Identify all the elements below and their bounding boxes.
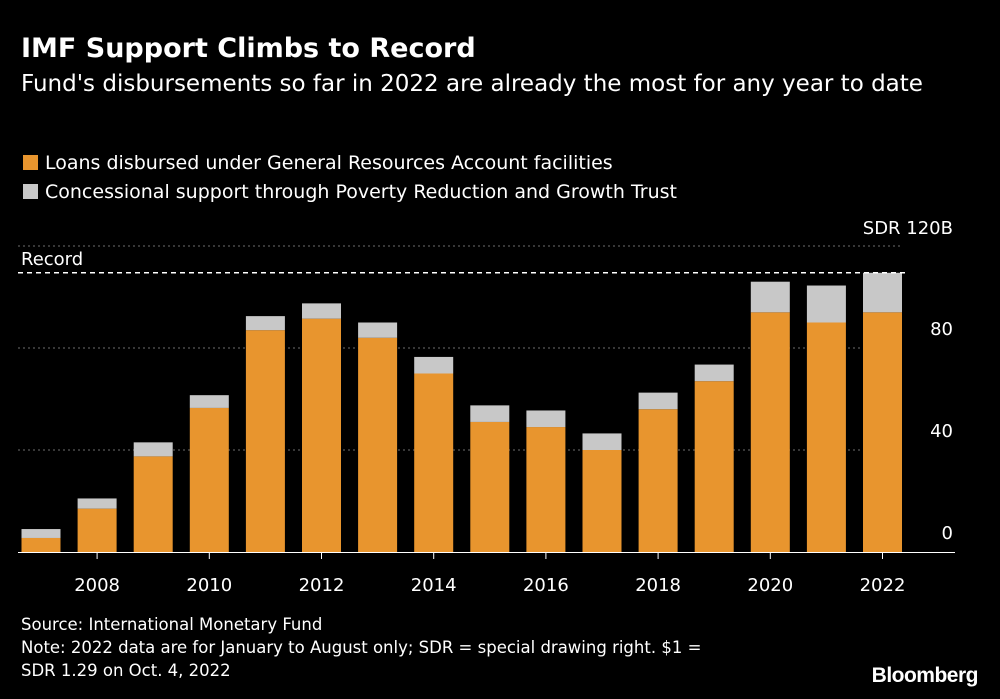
x-tick-label-2008: 2008: [74, 575, 120, 596]
bar-prgt-2010: [189, 395, 229, 408]
bar-gra-2010: [189, 407, 229, 552]
bar-prgt-2018: [638, 392, 678, 410]
legend-swatch-prgt: [23, 184, 38, 199]
footer: Source: International Monetary Fund Note…: [21, 613, 701, 682]
legend-label-prgt: Concessional support through Poverty Red…: [45, 180, 677, 203]
bar-gra-2009: [133, 456, 173, 552]
x-tick-label-2018: 2018: [635, 575, 681, 596]
chart-title: IMF Support Climbs to Record: [21, 33, 476, 64]
y-tick-label-0: 0: [942, 523, 953, 544]
bar-gra-2011: [245, 330, 285, 552]
source-note: Source: International Monetary Fund: [21, 615, 323, 634]
bar-prgt-2015: [470, 405, 510, 422]
bar-prgt-2014: [414, 356, 454, 374]
bar-gra-2013: [358, 337, 398, 552]
bar-gra-2008: [77, 508, 117, 552]
bar-gra-2007: [21, 537, 61, 552]
bar-prgt-2020: [750, 281, 790, 313]
legend: Loans disbursed under General Resources …: [21, 148, 677, 206]
bloomberg-logo: Bloomberg: [871, 664, 979, 687]
bar-prgt-2017: [582, 433, 622, 450]
bar-gra-2016: [526, 427, 566, 552]
bar-gra-2019: [694, 381, 734, 552]
x-tick-label-2016: 2016: [523, 575, 569, 596]
x-tick-label-2010: 2010: [186, 575, 232, 596]
bar-prgt-2019: [694, 364, 734, 382]
bar-prgt-2022: [863, 272, 902, 313]
legend-item-gra: Loans disbursed under General Resources …: [21, 148, 677, 177]
legend-label-gra: Loans disbursed under General Resources …: [45, 151, 613, 174]
x-tick-label-2012: 2012: [299, 575, 345, 596]
bar-gra-2015: [470, 421, 510, 552]
legend-swatch-gra: [23, 155, 38, 170]
bar-prgt-2008: [77, 498, 117, 509]
data-note-line2: SDR 1.29 on Oct. 4, 2022: [21, 661, 231, 680]
legend-item-prgt: Concessional support through Poverty Red…: [21, 177, 677, 206]
bar-prgt-2011: [245, 316, 285, 331]
bar-gra-2022: [863, 312, 902, 552]
bar-gra-2021: [806, 322, 846, 552]
y-tick-label-40: 40: [930, 421, 953, 442]
bar-gra-2012: [302, 318, 341, 552]
bar-gra-2017: [582, 450, 622, 552]
bar-prgt-2012: [302, 303, 341, 319]
bar-prgt-2021: [806, 285, 846, 323]
bar-prgt-2007: [21, 529, 61, 538]
data-note-line1: Note: 2022 data are for January to Augus…: [21, 638, 702, 657]
y-axis-top-label: SDR 120B: [863, 218, 953, 239]
bar-gra-2018: [638, 409, 678, 552]
x-tick-label-2022: 2022: [860, 575, 906, 596]
record-label: Record: [21, 249, 83, 270]
bar-prgt-2009: [133, 442, 173, 457]
x-tick-label-2020: 2020: [747, 575, 793, 596]
bar-prgt-2013: [358, 322, 398, 338]
bar-prgt-2016: [526, 410, 566, 428]
y-tick-label-80: 80: [930, 319, 953, 340]
chart-subtitle: Fund's disbursements so far in 2022 are …: [21, 71, 923, 97]
x-tick-label-2014: 2014: [411, 575, 457, 596]
bar-gra-2020: [750, 312, 790, 552]
bar-gra-2014: [414, 373, 454, 552]
